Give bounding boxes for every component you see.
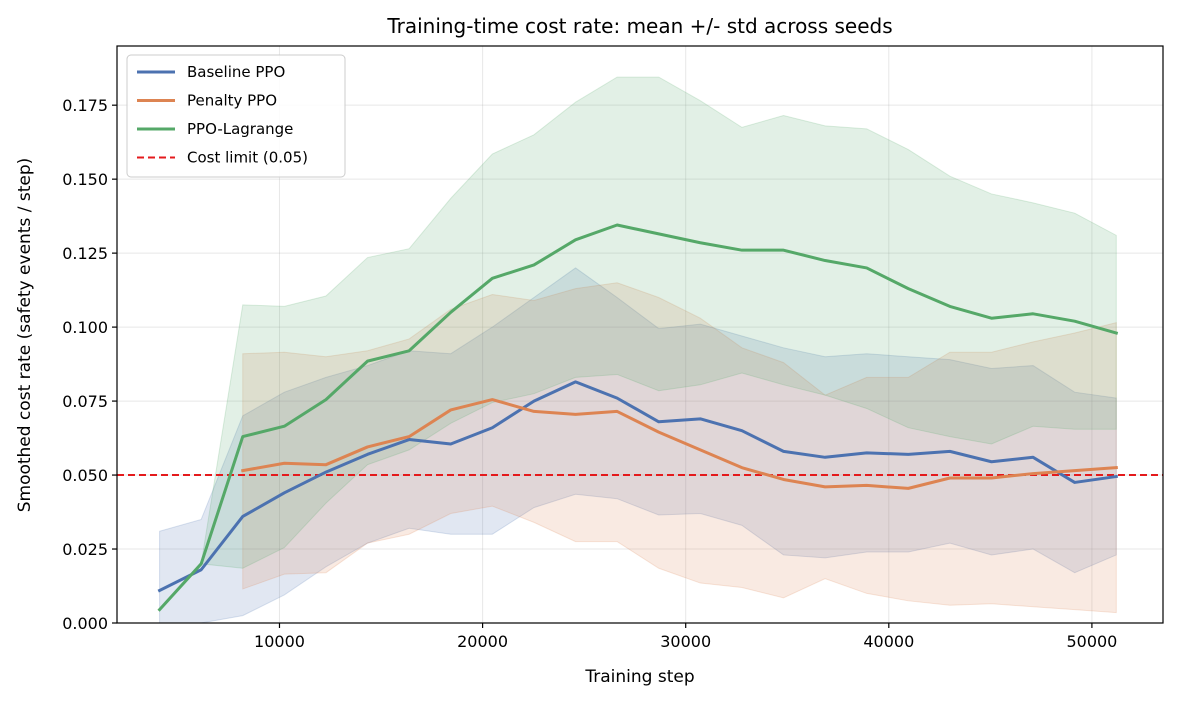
y-tick-label: 0.075 — [62, 392, 108, 411]
x-tick-label: 50000 — [1066, 632, 1117, 651]
x-tick-label: 30000 — [660, 632, 711, 651]
baseline-ppo-std-band — [159, 267, 1117, 624]
cost-limit-0-05-legend-label: Cost limit (0.05) — [187, 149, 308, 167]
y-tick-label: 0.175 — [62, 96, 108, 115]
y-axis-title: Smoothed cost rate (safety events / step… — [15, 158, 35, 513]
y-tick-label: 0.100 — [62, 318, 108, 337]
penalty-ppo-std-band — [242, 282, 1117, 614]
penalty-ppo-mean-line — [241, 398, 1118, 490]
penalty-ppo-legend-label: Penalty PPO — [187, 92, 277, 110]
ppo-lagrange-mean-line — [157, 223, 1119, 612]
plot-frame — [116, 45, 1164, 624]
legend: Baseline PPO Penalty PPO PPO-Lagrange Cost … — [126, 54, 346, 178]
legend-box — [126, 54, 346, 178]
x-axis-title: Training step — [584, 667, 694, 687]
series-lines-layer — [157, 223, 1119, 612]
y-tick-label: 0.050 — [62, 466, 108, 485]
x-tick-label: 20000 — [457, 632, 508, 651]
baseline-ppo-mean-line — [157, 380, 1118, 593]
ppo-lagrange-legend-label: PPO-Lagrange — [187, 120, 293, 138]
y-tick-label: 0.000 — [62, 614, 108, 633]
chart-title: Training-time cost rate: mean +/- std ac… — [386, 14, 892, 38]
x-tick-label: 40000 — [863, 632, 914, 651]
baseline-ppo-legend-label: Baseline PPO — [187, 63, 285, 81]
y-tick-label: 0.150 — [62, 170, 108, 189]
std-bands-layer — [159, 76, 1117, 624]
x-tick-label: 10000 — [254, 632, 305, 651]
y-tick-label: 0.125 — [62, 244, 108, 263]
y-tick-label: 0.025 — [62, 540, 108, 559]
axes-layer: 10000 20000 30000 40000 50000 0.000 0.025 0.050… — [62, 45, 1164, 651]
